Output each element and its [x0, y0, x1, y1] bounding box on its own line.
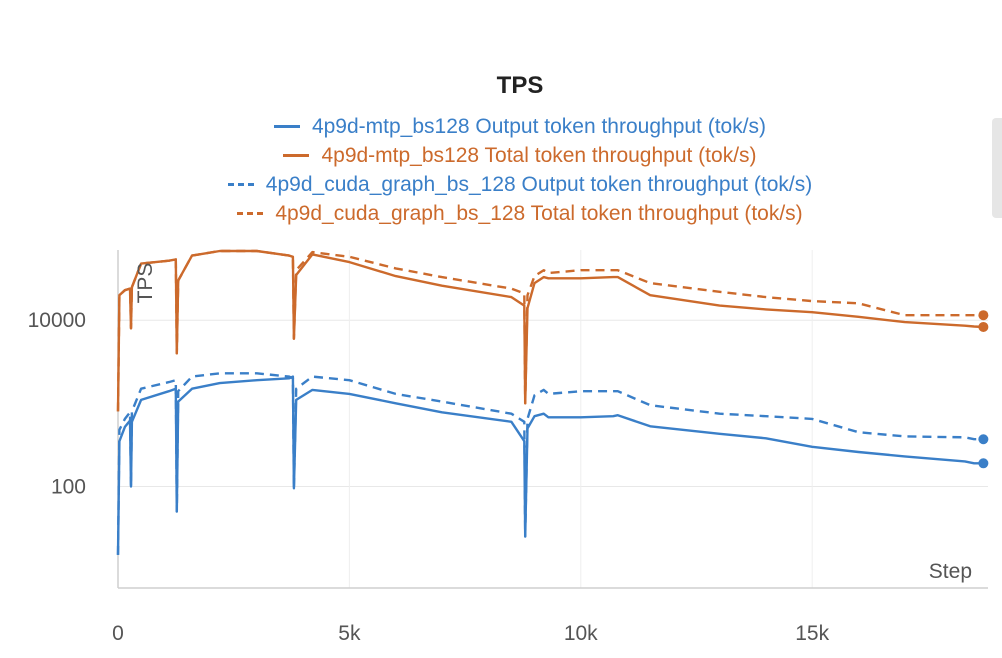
legend-label-cuda-total: 4p9d_cuda_graph_bs_128 Total token throu…: [275, 201, 803, 225]
series-line-0: [116, 375, 984, 555]
legend-label-mtp-total: 4p9d-mtp_bs128 Total token throughput (t…: [321, 143, 757, 167]
legend-swatch-mtp-total: [283, 154, 310, 157]
x-tick-label: 0: [112, 622, 124, 645]
series-line-1: [116, 249, 984, 412]
legend-item-cuda-total[interactable]: 4p9d_cuda_graph_bs_128 Total token throu…: [0, 199, 1002, 228]
legend-label-cuda-output: 4p9d_cuda_graph_bs_128 Output token thro…: [265, 172, 813, 196]
axes: 100 10000 0 5k 10k 15k: [28, 250, 988, 645]
series-endpoint-3: [978, 310, 989, 321]
legend-label-mtp-output: 4p9d-mtp_bs128 Output token throughput (…: [311, 114, 767, 138]
legend-swatch-cuda-total: [237, 212, 264, 215]
y-tick-label: 10000: [28, 309, 86, 332]
series-endpoint-1: [978, 321, 989, 332]
y-axis-label: TPS: [134, 263, 157, 304]
legend-item-mtp-output[interactable]: 4p9d-mtp_bs128 Output token throughput (…: [0, 112, 1002, 141]
legend-scrollbar[interactable]: [992, 118, 1002, 218]
x-axis-label: Step: [929, 560, 972, 583]
legend-swatch-cuda-output: [227, 183, 254, 186]
x-tick-label: 10k: [564, 622, 598, 645]
series-endpoint-0: [978, 458, 989, 469]
series-line-3: [116, 249, 984, 412]
legend-swatch-mtp-output: [273, 125, 300, 128]
legend-item-cuda-output[interactable]: 4p9d_cuda_graph_bs_128 Output token thro…: [0, 170, 1002, 199]
chart-title: TPS: [496, 72, 544, 99]
series-line-2: [116, 372, 984, 555]
series-endpoint-2: [978, 434, 989, 445]
legend-item-mtp-total[interactable]: 4p9d-mtp_bs128 Total token throughput (t…: [0, 141, 1002, 170]
x-tick-label: 5k: [338, 622, 361, 645]
series-lines: [116, 249, 989, 555]
y-tick-label: 100: [51, 475, 86, 498]
grid-lines: [117, 250, 988, 588]
x-tick-label: 15k: [795, 622, 829, 645]
chart-legend: 4p9d-mtp_bs128 Output token throughput (…: [0, 112, 1002, 228]
